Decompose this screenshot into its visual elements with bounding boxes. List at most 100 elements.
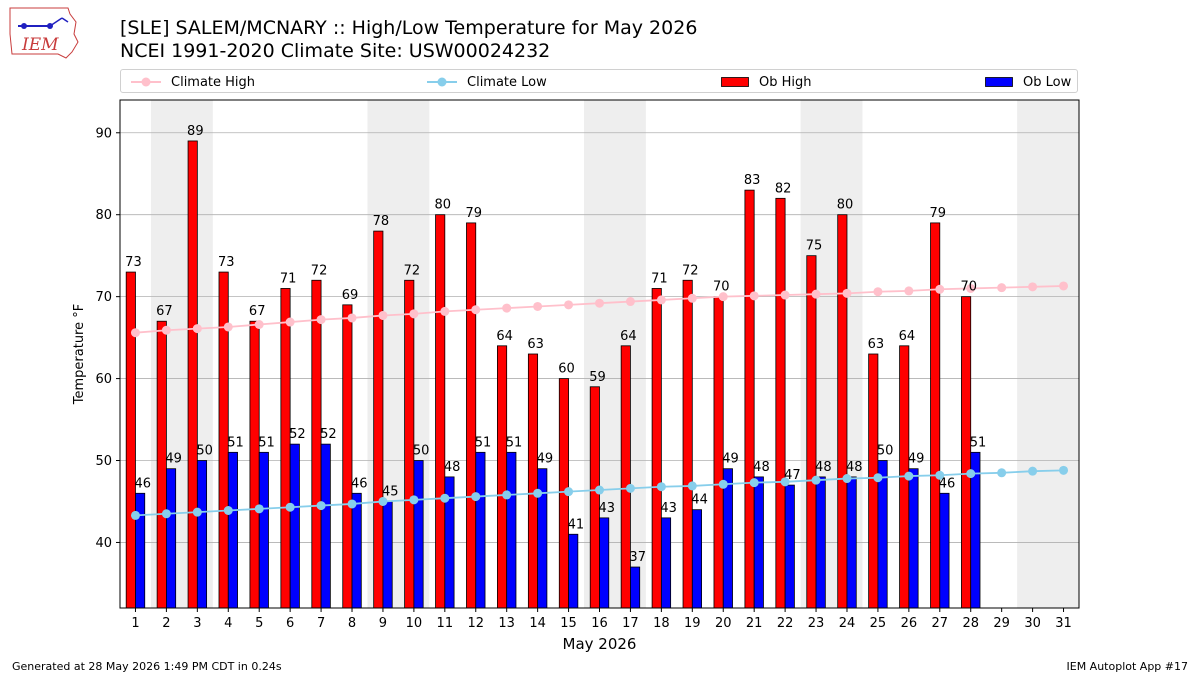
climate-low-point-24 xyxy=(842,474,852,484)
ob-high-bar-16 xyxy=(589,386,600,609)
climate-low-point-4 xyxy=(223,505,233,515)
ob-high-bar-22 xyxy=(775,197,786,609)
climate-high-point-18 xyxy=(656,295,666,305)
ob-high-bar-9 xyxy=(373,230,384,609)
climate-high-point-3 xyxy=(192,324,202,334)
climate-low-point-11 xyxy=(440,493,450,503)
iem-logo-text: IEM xyxy=(21,35,59,55)
ob-high-label-8: 69 xyxy=(342,288,359,303)
ob-low-bar-23 xyxy=(815,476,826,609)
climate-high-point-24 xyxy=(842,288,852,298)
x-tick-label-12: 12 xyxy=(467,616,484,631)
climate-low-point-12 xyxy=(471,492,481,502)
ob-low-label-16: 43 xyxy=(599,501,616,516)
climate-high-point-6 xyxy=(285,317,295,327)
x-tick-label-7: 7 xyxy=(317,616,325,631)
x-tick-label-16: 16 xyxy=(591,616,608,631)
y-tick-label-40: 40 xyxy=(95,536,112,551)
climate-low-point-13 xyxy=(502,490,512,500)
legend-climate-low-label: Climate Low xyxy=(467,74,547,90)
ob-low-bar-22 xyxy=(784,484,795,609)
climate-low-point-8 xyxy=(347,499,357,509)
ob-low-label-15: 41 xyxy=(568,517,585,532)
ob-low-label-11: 48 xyxy=(444,460,461,475)
ob-low-bar-7 xyxy=(320,443,331,609)
ob-high-bar-1 xyxy=(125,271,136,609)
data-labels: 73 67 89 73 67 71 72 69 78 72 80 79 64 63 60 59 64 71 72 70… xyxy=(125,124,986,565)
ob-high-bar-28 xyxy=(961,296,972,609)
ob-low-bar-19 xyxy=(691,509,702,609)
x-tick-label-31: 31 xyxy=(1055,616,1072,631)
footer-app: IEM Autoplot App #17 xyxy=(1066,660,1189,673)
ob-high-label-25: 63 xyxy=(868,337,885,352)
climate-low-point-17 xyxy=(625,483,635,493)
climate-high-point-19 xyxy=(687,293,697,303)
ob-low-bar-2 xyxy=(166,468,177,609)
ob-high-label-9: 78 xyxy=(373,214,390,229)
ob-high-bar-19 xyxy=(682,279,693,609)
x-tick-label-29: 29 xyxy=(993,616,1010,631)
footer-generated: Generated at 28 May 2026 1:49 PM CDT in … xyxy=(12,660,282,673)
ob-low-label-24: 48 xyxy=(846,460,863,475)
ob-low-label-5: 51 xyxy=(258,435,275,450)
x-axis-label: May 2026 xyxy=(563,635,637,653)
climate-low-point-10 xyxy=(409,495,419,505)
ob-low-label-9: 45 xyxy=(382,484,399,499)
ob-low-label-26: 49 xyxy=(908,452,925,467)
climate-low-point-25 xyxy=(873,473,883,483)
ob-high-label-14: 63 xyxy=(527,337,544,352)
climate-high-point-21 xyxy=(749,291,759,301)
x-tick-label-18: 18 xyxy=(653,616,670,631)
ob-low-bar-26 xyxy=(908,468,919,609)
ob-low-bar-1 xyxy=(135,492,146,609)
x-tick-label-25: 25 xyxy=(870,616,887,631)
ob-low-label-12: 51 xyxy=(475,435,492,450)
ob-high-bar-14 xyxy=(527,353,539,609)
chart-title: [SLE] SALEM/MCNARY :: High/Low Temperatu… xyxy=(120,17,698,39)
ob-high-bar-21 xyxy=(744,189,755,609)
legend-climate-high-label: Climate High xyxy=(171,74,256,90)
climate-low-point-7 xyxy=(316,501,326,511)
climate-low-point-22 xyxy=(780,477,790,487)
x-tick-label-13: 13 xyxy=(498,616,515,631)
ob-high-label-18: 71 xyxy=(651,271,668,286)
ob-low-label-2: 49 xyxy=(165,452,182,467)
x-tick-label-4: 4 xyxy=(224,616,232,631)
climate-high-point-11 xyxy=(440,306,450,316)
y-tick-label-50: 50 xyxy=(95,454,112,469)
ob-low-bar-12 xyxy=(475,451,486,609)
iem-logo: IEM xyxy=(9,7,79,59)
gridlines xyxy=(120,132,1079,543)
ob-high-label-1: 73 xyxy=(125,255,142,270)
ob-high-label-28: 70 xyxy=(960,280,977,295)
ob-high-label-7: 72 xyxy=(311,263,328,278)
ob-high-bar-17 xyxy=(620,345,631,609)
ob-low-label-6: 52 xyxy=(289,427,306,442)
legend-climate-high: Climate High xyxy=(131,73,255,91)
climate-high-point-14 xyxy=(533,301,543,311)
ob-low-bar-15 xyxy=(568,533,579,609)
x-tick-label-11: 11 xyxy=(437,616,454,631)
x-tick-label-22: 22 xyxy=(777,616,794,631)
bars xyxy=(125,140,981,609)
climate-low-point-29 xyxy=(997,468,1007,478)
climate-high-point-20 xyxy=(718,292,728,302)
climate-low-point-1 xyxy=(130,510,140,520)
climate-high-point-9 xyxy=(378,310,388,320)
climate-high-point-1 xyxy=(130,328,140,338)
climate-high-point-17 xyxy=(625,297,635,307)
ob-low-label-25: 50 xyxy=(877,444,894,459)
y-tick-label-80: 80 xyxy=(95,208,112,223)
x-tick-label-23: 23 xyxy=(808,616,825,631)
ob-low-bar-5 xyxy=(258,451,269,609)
ob-high-label-10: 72 xyxy=(404,263,421,278)
ob-low-label-21: 48 xyxy=(753,460,770,475)
climate-high-point-5 xyxy=(254,320,264,330)
climate-high-point-31 xyxy=(1059,281,1069,291)
x-tick-label-3: 3 xyxy=(193,616,201,631)
ob-high-bar-5 xyxy=(249,320,260,609)
ob-low-label-23: 48 xyxy=(815,460,832,475)
legend-climate-high-swatch xyxy=(131,77,161,87)
ob-high-bar-23 xyxy=(806,255,817,609)
